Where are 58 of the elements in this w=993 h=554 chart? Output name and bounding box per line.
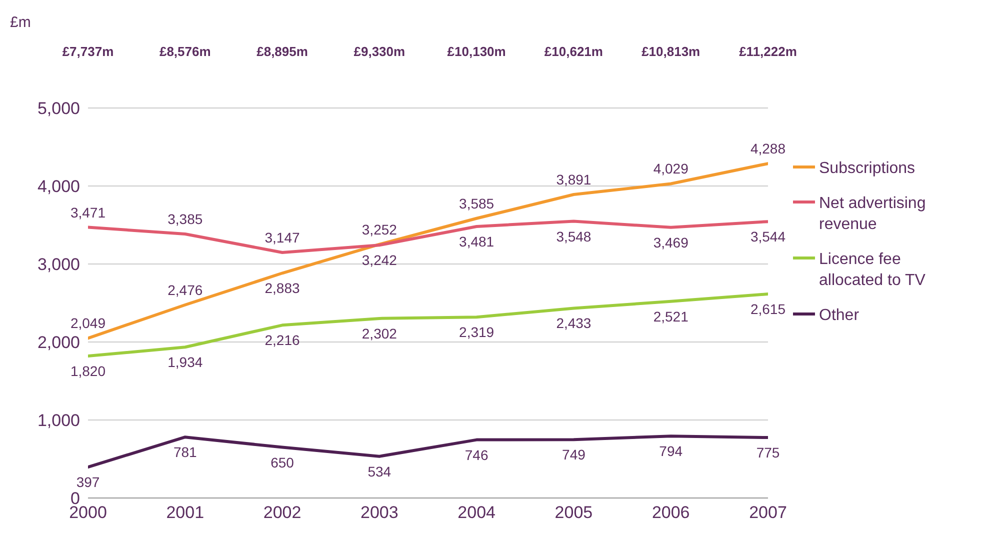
data-label: 749: [562, 446, 586, 463]
data-label: 2,433: [556, 315, 592, 332]
data-label: 2,049: [70, 315, 106, 332]
y-tick-label: 2,000: [37, 333, 80, 352]
data-label: 2,521: [653, 308, 689, 324]
data-label: 1,934: [168, 354, 203, 370]
data-label: 534: [368, 463, 392, 480]
data-label: 2,883: [264, 280, 300, 296]
data-label: 2,216: [264, 332, 300, 348]
text: £10,813m: [640, 44, 702, 59]
data-label: 3,471: [70, 204, 106, 220]
text: £10,621m: [543, 44, 604, 59]
text: £8,576m: [158, 44, 212, 59]
data-label: 1,820: [70, 363, 106, 380]
y-tick-label: 4,000: [37, 177, 80, 196]
data-label: 2,615: [750, 301, 786, 318]
data-label: 3,548: [556, 228, 592, 244]
data-label: 2,302: [362, 325, 398, 342]
y-axis-title: £m: [10, 14, 31, 31]
data-label: 3,544: [750, 228, 786, 245]
data-label: 3,891: [556, 172, 592, 188]
x-tick-label: 2007: [749, 503, 787, 522]
data-label: 2,319: [459, 324, 494, 340]
data-label: 794: [659, 443, 683, 460]
x-tick-label: 2002: [263, 503, 302, 522]
data-label: 3,469: [653, 234, 689, 250]
data-label: 4,029: [653, 160, 689, 177]
data-label: 775: [756, 444, 780, 461]
legend-label: Licence fee allocated to TV: [819, 250, 926, 291]
data-label: 650: [270, 454, 294, 470]
data-label: 2,476: [168, 282, 203, 298]
x-tick-label: 2003: [360, 503, 398, 522]
y-tick-label: 3,000: [37, 255, 80, 274]
x-tick-label: 2004: [458, 503, 496, 522]
text: £8,895m: [256, 44, 309, 59]
text: £11,222m: [738, 44, 798, 59]
data-label: 4,288: [750, 140, 786, 157]
data-label: 397: [76, 474, 100, 490]
text: £7,737m: [61, 44, 115, 59]
x-tick-label: 2006: [652, 503, 690, 522]
text: £9,330m: [352, 44, 406, 59]
data-label: 3,385: [168, 210, 203, 227]
x-tick-label: 2000: [69, 503, 107, 522]
data-label: 781: [173, 444, 198, 460]
text: £10,130m: [446, 44, 507, 59]
legend-label: Net advertising revenue: [819, 194, 927, 235]
y-tick-label: 5,000: [37, 99, 80, 118]
legend-label: Subscriptions: [819, 159, 916, 179]
legend-label: Other: [819, 306, 860, 326]
data-label: 3,242: [362, 252, 398, 268]
data-label: 746: [464, 446, 488, 463]
data-label: 3,252: [362, 221, 398, 238]
data-label: 3,481: [459, 233, 494, 250]
x-tick-label: 2001: [166, 503, 204, 522]
y-tick-label: 1,000: [37, 411, 80, 430]
data-label: 3,585: [459, 195, 494, 212]
x-tick-label: 2005: [554, 503, 593, 522]
data-label: 3,147: [264, 230, 300, 246]
